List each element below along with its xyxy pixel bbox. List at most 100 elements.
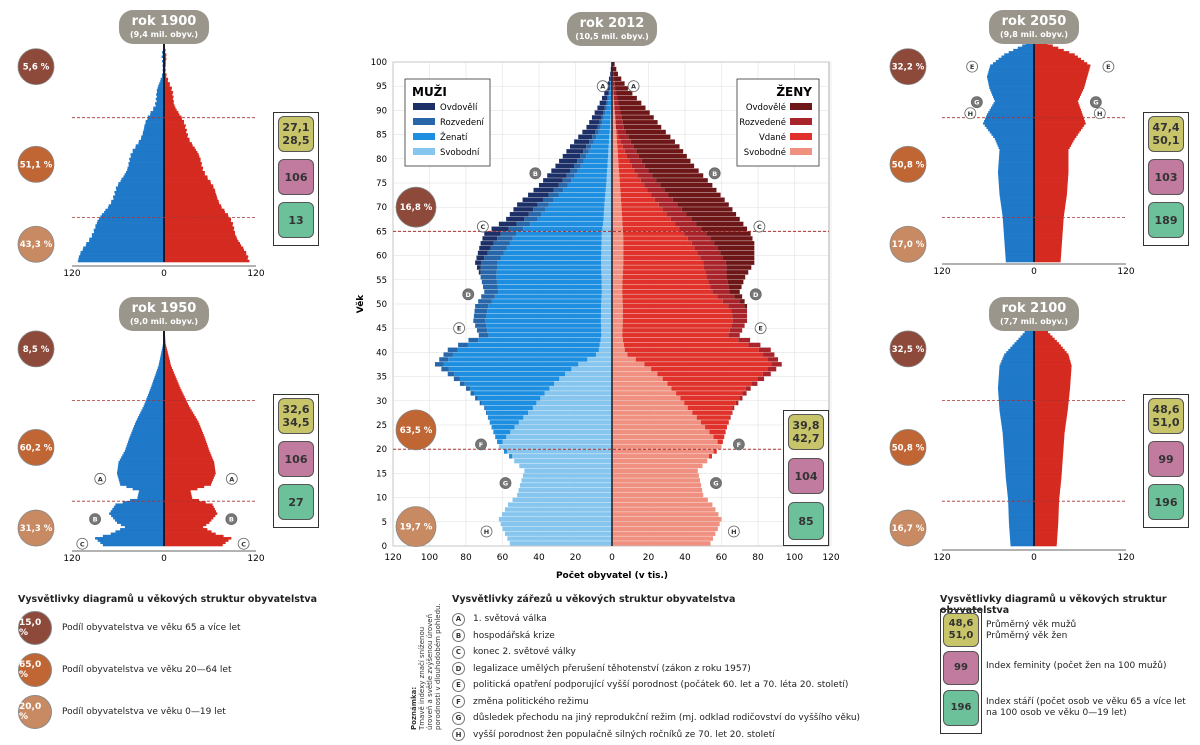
male-bar-married bbox=[577, 168, 608, 173]
female-bar bbox=[164, 442, 208, 446]
female-bar bbox=[164, 99, 174, 103]
female-bar bbox=[1034, 440, 1064, 444]
female-bar bbox=[1034, 543, 1057, 547]
male-bar-divorced bbox=[458, 342, 468, 348]
male-bar-single bbox=[601, 245, 612, 251]
female-bar bbox=[1034, 478, 1062, 482]
female-bar-divorced bbox=[708, 279, 728, 285]
main-notch-E-left-label: E bbox=[457, 325, 461, 333]
male-bar-married bbox=[500, 255, 602, 261]
male-bar-married bbox=[600, 124, 610, 130]
male-bar-single bbox=[504, 531, 612, 536]
male-bar bbox=[147, 115, 164, 118]
p1900-feminity: 106 bbox=[278, 159, 314, 195]
p2050-share-65 bbox=[889, 48, 927, 86]
male-bar bbox=[104, 210, 164, 214]
p1950-share-65-label: 8,5 % bbox=[23, 345, 50, 355]
female-bar bbox=[1034, 404, 1069, 408]
male-bar bbox=[1001, 204, 1034, 207]
male-bar-single bbox=[601, 260, 612, 265]
p1950-header bbox=[119, 297, 209, 331]
female-bar-divorced bbox=[691, 241, 715, 246]
y-tick: 80 bbox=[376, 155, 387, 165]
female-bar bbox=[1034, 507, 1059, 511]
male-bar bbox=[1004, 244, 1034, 247]
male-bar bbox=[991, 133, 1034, 136]
p1900-avg-age-value: 27,1 bbox=[282, 121, 310, 134]
male-bar bbox=[994, 99, 1034, 103]
female-bar-married bbox=[617, 139, 621, 144]
male-bar bbox=[998, 184, 1034, 187]
male-bar-married bbox=[464, 381, 555, 386]
female-bar bbox=[1034, 168, 1069, 172]
male-bar-single bbox=[507, 536, 612, 541]
female-bar bbox=[164, 427, 202, 430]
legend-notch-item: A 1. světová válka bbox=[452, 611, 872, 628]
male-bar-divorced bbox=[570, 168, 578, 173]
male-bar bbox=[987, 77, 1034, 81]
female-bar bbox=[1034, 333, 1051, 336]
male-bar-married bbox=[486, 313, 601, 319]
female-bar bbox=[164, 237, 238, 241]
legend-index: Vysvětlivky diagramů u věkových struktur… bbox=[940, 594, 1190, 734]
female-bar-single bbox=[612, 333, 623, 338]
female-bar bbox=[1034, 505, 1059, 509]
male-bar-married bbox=[608, 95, 612, 101]
p1950-share-65 bbox=[17, 330, 55, 368]
male-bar bbox=[130, 498, 164, 502]
male-bar bbox=[117, 469, 164, 473]
male-bar-single bbox=[601, 274, 612, 280]
legend-index-old-box: 196 bbox=[943, 690, 979, 726]
male-bar-divorced bbox=[484, 405, 486, 411]
female-bar-married bbox=[622, 299, 723, 304]
male-bar-single bbox=[519, 463, 612, 469]
female-bar-married bbox=[623, 245, 695, 251]
p1900-share-0 bbox=[17, 225, 55, 263]
male-bar-married bbox=[567, 183, 607, 188]
female-bar-married bbox=[657, 371, 763, 377]
male-bar bbox=[1004, 456, 1034, 459]
male-bar bbox=[115, 193, 164, 196]
male-bar-single bbox=[512, 454, 612, 459]
female-bar bbox=[1034, 411, 1068, 415]
male-bar bbox=[127, 166, 164, 170]
female-bar bbox=[164, 485, 205, 489]
female-bar-divorced bbox=[666, 212, 687, 217]
female-bar bbox=[1034, 422, 1066, 426]
male-bar-widowed bbox=[482, 236, 498, 241]
male-bar-divorced bbox=[479, 400, 482, 406]
main-notch-B-right bbox=[708, 167, 721, 180]
male-bar-divorced bbox=[589, 139, 594, 144]
male-bar bbox=[1010, 541, 1034, 545]
female-bar bbox=[1034, 483, 1061, 486]
male-bar bbox=[95, 226, 164, 229]
male-bar bbox=[117, 474, 164, 477]
male-bar-married bbox=[598, 129, 610, 135]
female-bar bbox=[164, 226, 235, 229]
male-bar-divorced bbox=[574, 163, 581, 169]
female-bar bbox=[1034, 364, 1072, 368]
male-bar-single bbox=[509, 541, 612, 546]
male-bar bbox=[118, 182, 164, 185]
male-bar-married bbox=[583, 158, 608, 164]
p2100-population: (7,7 mil. obyv.) bbox=[1000, 317, 1068, 326]
p1900-share-0-label: 43,3 % bbox=[20, 240, 53, 250]
x-tick: 120 bbox=[384, 553, 401, 563]
p1950-notch-B-right bbox=[225, 513, 238, 526]
female-bar-married bbox=[623, 265, 704, 270]
male-bar bbox=[1003, 442, 1034, 446]
male-bar-widowed bbox=[480, 241, 494, 246]
female-bar bbox=[164, 177, 208, 181]
male-bar-married bbox=[487, 410, 529, 415]
female-bar-married bbox=[622, 216, 671, 222]
female-bar bbox=[1034, 498, 1060, 502]
female-bar bbox=[1034, 393, 1070, 397]
male-bar-married bbox=[602, 120, 611, 125]
male-bar-divorced bbox=[508, 226, 524, 232]
female-bar bbox=[1034, 465, 1063, 468]
male-bar-single bbox=[604, 207, 612, 212]
female-bar-married bbox=[616, 129, 618, 135]
male-bar-married bbox=[484, 318, 601, 323]
male-bar bbox=[1007, 492, 1034, 495]
male-bar-single bbox=[500, 521, 612, 527]
